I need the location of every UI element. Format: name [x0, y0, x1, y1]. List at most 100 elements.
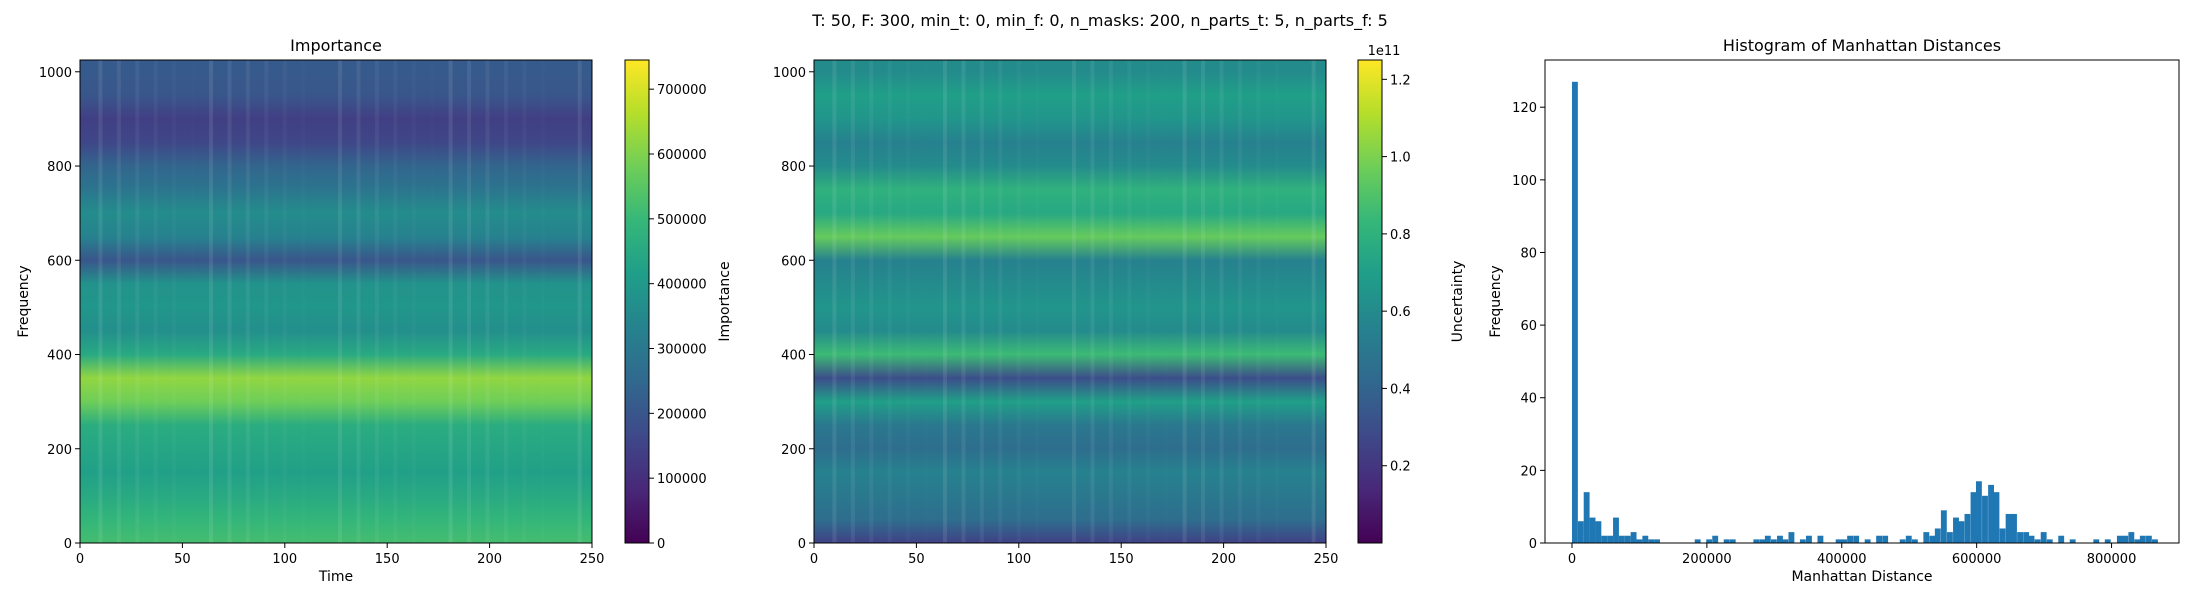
heatmap-texture: [209, 60, 214, 543]
histogram-bar: [2116, 535, 2123, 543]
histogram-bar: [2005, 513, 2012, 543]
histogram-bar: [1799, 539, 1806, 543]
colorbar-tick-label: 0: [657, 537, 665, 552]
axes-frame: [813, 59, 1327, 544]
histogram-bar: [1723, 539, 1730, 543]
histogram-bar: [1759, 539, 1766, 543]
colorbar-tick-label: 0.2: [1390, 460, 1411, 475]
histogram-bar: [1964, 513, 1971, 543]
heatmap-texture: [301, 60, 305, 543]
colorbar-tick-label: 200000: [657, 407, 707, 422]
histogram-bar: [1712, 535, 1719, 543]
x-tick-label: 400000: [1817, 552, 1867, 567]
heatmap-texture: [522, 60, 526, 543]
heatmap-texture: [485, 60, 490, 543]
histogram-bar: [1753, 539, 1760, 543]
histogram-bar: [1648, 539, 1655, 543]
histogram-bar: [1571, 81, 1578, 543]
histogram-bar: [1624, 535, 1631, 543]
heatmap-texture: [869, 60, 874, 543]
heatmap-texture: [1256, 60, 1260, 543]
uncertainty-heatmap-panel: 0 50 100 150 200 250 0 200 400 600 800 1000 0.2 0.4 0.…: [773, 44, 1466, 567]
histogram-bar: [1841, 539, 1847, 543]
heatmap-texture: [906, 60, 910, 543]
y-tick-label: 600: [47, 254, 72, 269]
y-tick-label: 1000: [39, 66, 72, 81]
histogram-bar: [1993, 492, 2000, 543]
histogram-bar: [2046, 539, 2053, 543]
histogram-bar: [2040, 532, 2047, 543]
histogram-bar: [1911, 539, 1918, 543]
colorbar-tick-label: 0.4: [1390, 382, 1411, 397]
histogram-bar: [1636, 539, 1643, 543]
heatmap-texture: [943, 60, 948, 543]
histogram-bar: [2145, 535, 2152, 543]
heatmap-texture: [1311, 60, 1316, 543]
histogram-bar: [1905, 535, 1912, 543]
heatmap-texture: [412, 60, 416, 543]
importance-heatmap-panel: Importance Time Frequency 0 50 100 150 200 250 0 2…: [16, 36, 733, 585]
histogram-bar: [2023, 532, 2030, 543]
heatmap-texture: [1072, 60, 1077, 543]
colorbar-tick-label: 700000: [657, 83, 707, 98]
y-tick-label: 40: [1520, 392, 1537, 407]
histogram-bar: [1618, 535, 1625, 543]
heatmap-texture: [393, 60, 397, 543]
heatmap-texture: [264, 60, 269, 543]
x-tick-label: 200: [477, 552, 502, 567]
y-tick-label: 0: [798, 537, 806, 552]
histogram-bar: [1642, 535, 1649, 543]
histogram-bar: [1817, 535, 1824, 543]
y-tick-label: 80: [1520, 246, 1537, 261]
histogram-bar: [2093, 539, 2100, 543]
heatmap-image: [80, 60, 592, 543]
heatmap-texture: [961, 60, 966, 543]
histogram-bar: [1853, 535, 1860, 543]
colorbar-tick-label: 1.0: [1390, 151, 1411, 166]
heatmap-texture: [135, 60, 140, 543]
heatmap-texture: [1201, 60, 1206, 543]
histogram-bar: [2104, 539, 2111, 543]
x-tick-label: 200000: [1682, 552, 1732, 567]
x-tick-label: 100: [1006, 552, 1031, 567]
heatmap-texture: [850, 60, 855, 543]
histogram-bar: [1770, 539, 1777, 543]
histogram-bar: [1806, 535, 1812, 543]
heatmap-texture: [979, 60, 984, 543]
x-tick-label: 100: [272, 552, 297, 567]
histogram-bar: [1777, 535, 1783, 543]
y-tick-label: 120: [1512, 101, 1537, 116]
y-tick-label: 0: [64, 537, 72, 552]
histogram-bar: [2128, 532, 2135, 543]
colorbar-tick-label: 500000: [657, 213, 707, 228]
colorbar-tick-label: 300000: [657, 343, 707, 358]
colorbar-label: Importance: [717, 261, 733, 341]
histogram-bar: [1882, 535, 1889, 543]
heatmap-texture: [925, 60, 929, 543]
y-tick-label: 800: [47, 160, 72, 175]
colorbar-tick-label: 600000: [657, 148, 707, 163]
x-axis-label: Manhattan Distance: [1791, 569, 1932, 585]
histogram-bar: [1654, 539, 1660, 543]
histogram-bar: [1929, 535, 1936, 543]
y-tick-label: 20: [1520, 464, 1537, 479]
heatmap-texture: [1219, 60, 1224, 543]
heatmap-texture: [116, 60, 121, 543]
figure-suptitle: T: 50, F: 300, min_t: 0, min_f: 0, n_mas…: [811, 11, 1388, 31]
x-tick-label: 200: [1211, 552, 1236, 567]
histogram-bar: [1975, 481, 1982, 543]
histogram-bar: [1923, 532, 1930, 543]
colorbar-label: Uncertainty: [1450, 261, 1466, 343]
x-tick-label: 50: [174, 552, 191, 567]
histogram-bar: [1876, 535, 1883, 543]
heatmap-texture: [338, 60, 343, 543]
heatmap-texture: [1035, 60, 1039, 543]
histogram-bar: [1613, 517, 1619, 543]
heatmap-texture: [227, 60, 232, 543]
heatmap-texture: [374, 60, 379, 543]
y-tick-label: 400: [47, 349, 72, 364]
manhattan-histogram-panel: Histogram of Manhattan Distances Manhatta…: [1488, 36, 2180, 585]
histogram-bar: [2134, 539, 2141, 543]
histogram-bar: [1835, 539, 1842, 543]
